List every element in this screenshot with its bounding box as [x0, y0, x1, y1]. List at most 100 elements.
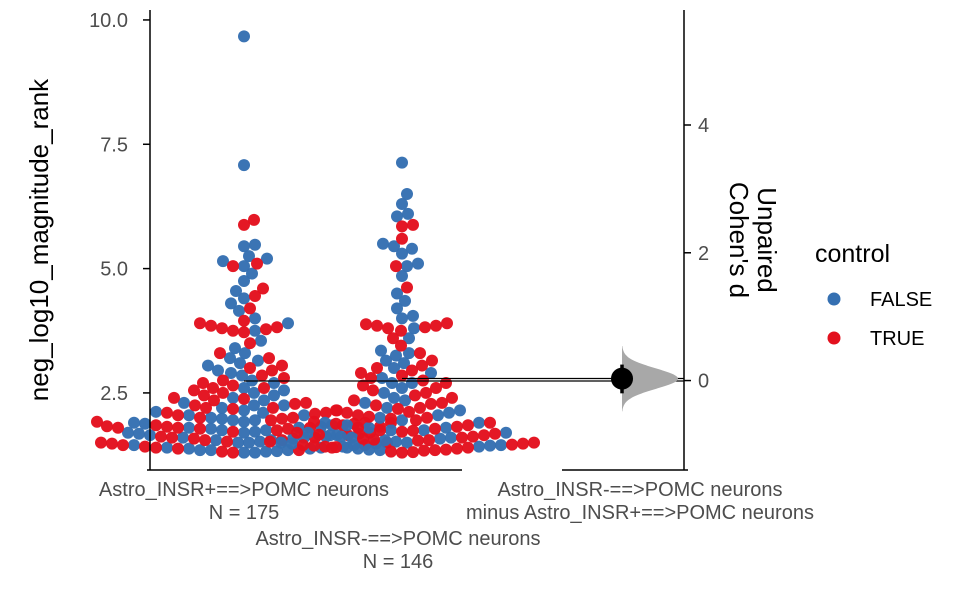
point-false — [396, 197, 408, 210]
point-false — [255, 334, 267, 347]
point-false — [139, 417, 151, 430]
point-true — [227, 260, 239, 273]
point-true — [363, 410, 375, 423]
point-false — [418, 424, 430, 437]
point-true — [194, 317, 206, 330]
point-false — [407, 309, 419, 322]
legend-marker-false — [827, 292, 841, 306]
point-false — [202, 359, 214, 372]
point-true — [276, 359, 288, 372]
point-true — [238, 218, 250, 231]
point-false — [388, 391, 400, 404]
point-false — [238, 415, 250, 428]
point-true — [451, 442, 463, 455]
point-true — [440, 443, 452, 456]
point-false — [260, 445, 272, 458]
point-true — [276, 412, 288, 425]
point-false — [385, 424, 397, 437]
point-true — [330, 441, 342, 454]
point-true — [227, 402, 239, 415]
point-false — [217, 255, 229, 268]
point-false — [352, 442, 364, 455]
point-true — [257, 282, 269, 295]
point-false — [225, 297, 237, 310]
point-false — [396, 414, 408, 427]
point-false — [401, 436, 413, 449]
point-true — [249, 289, 261, 302]
point-true — [396, 220, 408, 233]
point-true — [484, 416, 496, 429]
point-true — [414, 347, 426, 360]
point-false — [238, 292, 250, 305]
point-false — [248, 386, 260, 399]
point-true — [370, 399, 382, 412]
point-true — [396, 425, 408, 438]
y-tick-label: 7.5 — [100, 134, 128, 156]
point-false — [406, 242, 418, 255]
point-false — [443, 406, 455, 419]
point-false — [380, 354, 392, 367]
point-false — [500, 426, 512, 439]
effect-size — [611, 345, 678, 412]
point-false — [324, 429, 336, 442]
point-true — [423, 434, 435, 447]
point-false — [260, 424, 272, 437]
point-true — [161, 406, 173, 419]
point-true — [395, 324, 407, 337]
point-true — [289, 397, 301, 410]
legend-marker-true — [827, 331, 841, 345]
point-true — [248, 213, 260, 226]
point-false — [238, 426, 250, 439]
point-true — [421, 411, 433, 424]
point-true — [352, 421, 364, 434]
point-false — [178, 396, 190, 409]
point-true — [214, 347, 226, 360]
point-false — [402, 207, 414, 220]
point-false — [341, 419, 353, 432]
y-axis-right-label-line2: Cohen's d — [724, 182, 754, 298]
point-true — [396, 232, 408, 245]
point-false — [425, 367, 437, 380]
y-right-tick-label: 0 — [698, 371, 709, 393]
point-false — [268, 389, 280, 402]
point-false — [210, 434, 222, 447]
point-true — [207, 381, 219, 394]
legend-label-true: TRUE — [870, 328, 924, 350]
point-true — [360, 318, 372, 331]
point-false — [363, 443, 375, 456]
point-false — [278, 384, 290, 397]
point-true — [429, 444, 441, 457]
point-false — [374, 444, 386, 457]
point-true — [357, 432, 369, 445]
point-false — [381, 401, 393, 414]
point-true — [412, 434, 424, 447]
x-tick-group2: Astro_INSR-==>POMC neurons — [255, 528, 540, 550]
point-false — [150, 405, 162, 418]
point-true — [395, 339, 407, 352]
point-true — [406, 364, 418, 377]
point-true — [194, 411, 206, 424]
point-true — [260, 323, 272, 336]
point-true — [208, 394, 220, 407]
point-true — [396, 369, 408, 382]
point-false — [254, 435, 266, 448]
point-false — [225, 367, 237, 380]
point-true — [348, 394, 360, 407]
point-true — [419, 321, 431, 334]
point-true — [506, 438, 518, 451]
point-true — [425, 397, 437, 410]
y-right-tick-label: 2 — [698, 243, 709, 265]
point-false — [399, 294, 411, 307]
point-true — [456, 431, 468, 444]
point-true — [227, 446, 239, 459]
point-true — [319, 440, 331, 453]
point-true — [407, 424, 419, 437]
effect-size-point — [611, 367, 633, 390]
y-axis-right-label-line1: Unpaired — [752, 187, 782, 293]
point-true — [385, 445, 397, 458]
point-false — [346, 431, 358, 444]
point-false — [238, 260, 250, 273]
point-false — [434, 432, 446, 445]
point-true — [106, 437, 118, 450]
point-false — [484, 439, 496, 452]
